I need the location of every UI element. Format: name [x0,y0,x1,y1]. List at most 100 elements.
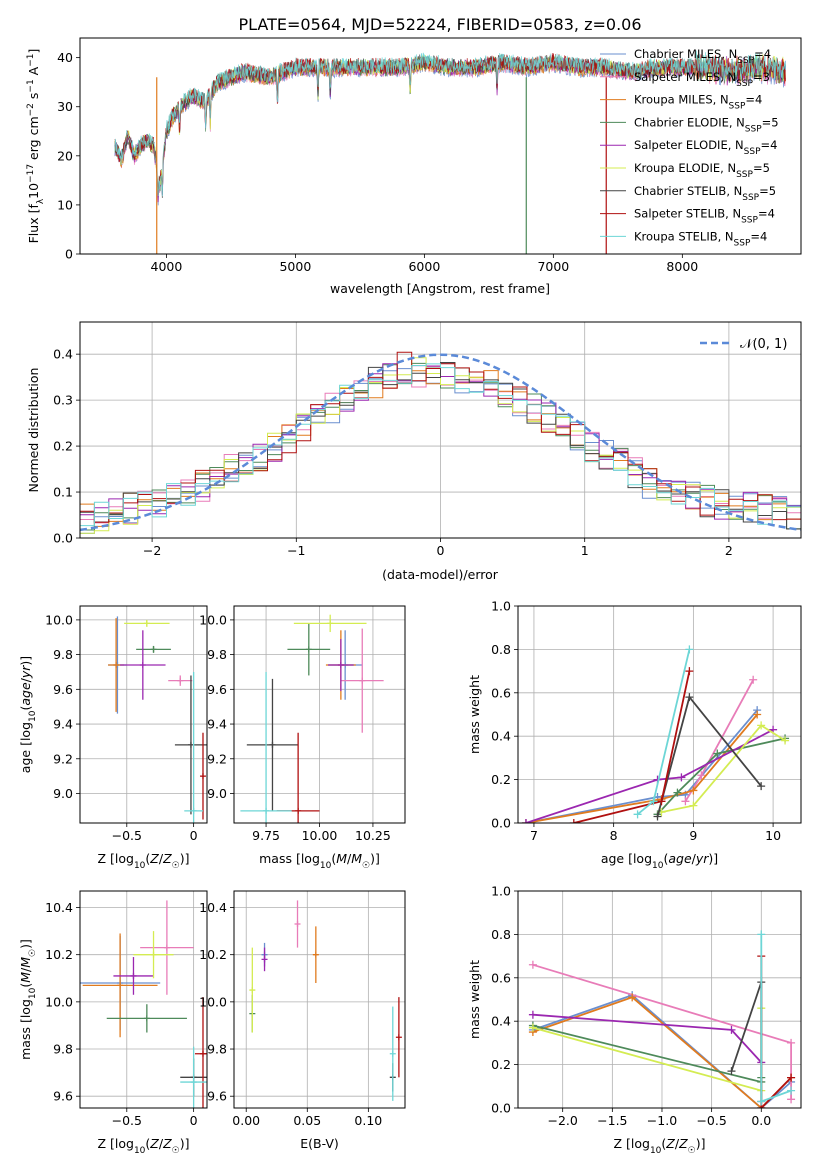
label-part: Chabrier ELODIE, N [634,115,745,129]
data-marker [757,930,766,939]
x-tick-label: 7 [530,828,538,843]
label-part: =3 [753,70,770,84]
y-tick-label: 9.2 [207,751,227,766]
data-marker [569,819,578,823]
label-part: =5 [762,115,779,129]
data-marker [528,960,537,969]
label-part: ☉ [688,1146,696,1156]
label-part: −1 [26,79,36,92]
y-axis-label: Normed distribution [26,368,41,493]
legend-label: Salpeter MILES, NSSP=3 [634,70,770,89]
x-axis-label: age [log10(age/yr)] [601,851,718,871]
label-part: 10 [652,861,664,871]
label-part: 10 [134,1146,146,1156]
y-tick-label: 0.2 [491,1057,511,1072]
label-part: M [18,972,33,983]
data-marker [713,749,722,758]
axes-frame [79,321,802,539]
mass-weight-line [532,1013,762,1064]
label-part: / [675,1136,680,1151]
label-part: mass [log [259,851,320,866]
axes-frame [233,605,406,824]
data-marker [673,788,682,797]
label-part: ( [18,706,33,711]
legend-label: Chabrier ELODIE, NSSP=5 [634,115,779,134]
legend-label: Kroupa ELODIE, NSSP=5 [634,161,770,180]
label-part: / [692,851,697,866]
data-marker [130,972,137,979]
y-tick-label: 0.6 [491,970,511,985]
data-marker [249,987,256,994]
data-marker [177,677,184,684]
mass-weight-line [573,670,691,823]
y-tick-label: 10.2 [199,947,227,962]
y-tick-label: 9.6 [207,1089,227,1104]
x-axis-label: wavelength [Angstrom, rest frame] [330,281,550,296]
y-tick-label: 9.8 [53,647,73,662]
label-part: / [159,1136,164,1151]
data-marker [757,782,766,791]
data-marker [633,810,642,819]
y-tick-label: 10.4 [199,900,227,915]
label-part: Z [149,851,159,866]
data-marker [294,921,301,928]
label-part: Salpeter ELODIE, N [634,138,744,152]
y-tick-label: 9.4 [53,717,73,732]
y-tick-label: 10.0 [45,994,73,1009]
label-part: SSP [734,238,751,248]
label-part: =4 [758,207,775,221]
label-part: =4 [761,138,778,152]
x-tick-label: 0.00 [232,1113,260,1128]
x-tick-label: −0.5 [112,1113,142,1128]
x-tick-label: 0 [437,543,445,558]
legend-label: 𝒩(0, 1) [740,337,787,352]
data-marker [263,807,270,814]
data-marker [787,1086,796,1095]
y-tick-label: 9.6 [207,682,227,697]
y-axis-label: Flux [fλ10−17 erg cm−2 s−1 A−1] [26,49,46,244]
label-part: Kroupa MILES, N [634,93,729,107]
y-tick-label: 1.0 [491,884,511,899]
data-marker [395,1034,402,1041]
y-tick-label: 9.4 [207,717,227,732]
label-part: Z [log [97,1136,133,1151]
label-part: ( [331,851,336,866]
histogram-series-step [80,362,801,530]
y-tick-label: 9.8 [53,1042,73,1057]
spectrum-panel: 4000 5000 6000 7000 8000 0 10 20 30 40 wavelength … [26,37,802,296]
data-marker [681,797,690,806]
label-part: M [336,851,347,866]
legend-label: Kroupa MILES, NSSP=4 [634,93,762,112]
histogram-series-step [80,363,801,527]
normal-curve [80,353,801,532]
label-part: Kroupa ELODIE, N [634,161,736,175]
data-marker [359,677,366,684]
data-marker [190,1079,197,1086]
label-part: A [26,66,41,79]
data-marker [753,710,762,719]
label-part: λ [36,198,46,204]
label-part: Z [149,1136,159,1151]
label-part: Flux [f [26,204,41,244]
label-part: )] [708,851,718,866]
label-part: M [351,851,362,866]
label-part: Salpeter MILES, N [634,70,736,84]
label-part: yr [695,851,709,866]
label-part: age [log [601,851,652,866]
mass-weight-vs-metallicity-panel: −2.0 −1.5 −1.0 −0.5 0.0 0.0 0.2 0.4 0.6 0.8 1.0 Z [… [467,884,802,1156]
x-tick-label: 8000 [666,259,698,274]
y-tick-label: 0.4 [491,1014,511,1029]
label-part: SSP [736,170,753,180]
data-marker [295,807,302,814]
legend-label: Chabrier STELIB, NSSP=5 [634,184,776,203]
data-marker [727,1025,736,1034]
y-tick-label: 9.6 [53,682,73,697]
label-part: mass [log [18,999,33,1060]
data-marker [649,797,658,806]
label-part: =5 [753,161,770,175]
y-tick-label: 0 [65,247,73,262]
data-marker [787,1073,796,1082]
label-part: Z [665,1136,675,1151]
label-part: erg cm [26,116,41,164]
x-tick-label: 1 [581,543,589,558]
